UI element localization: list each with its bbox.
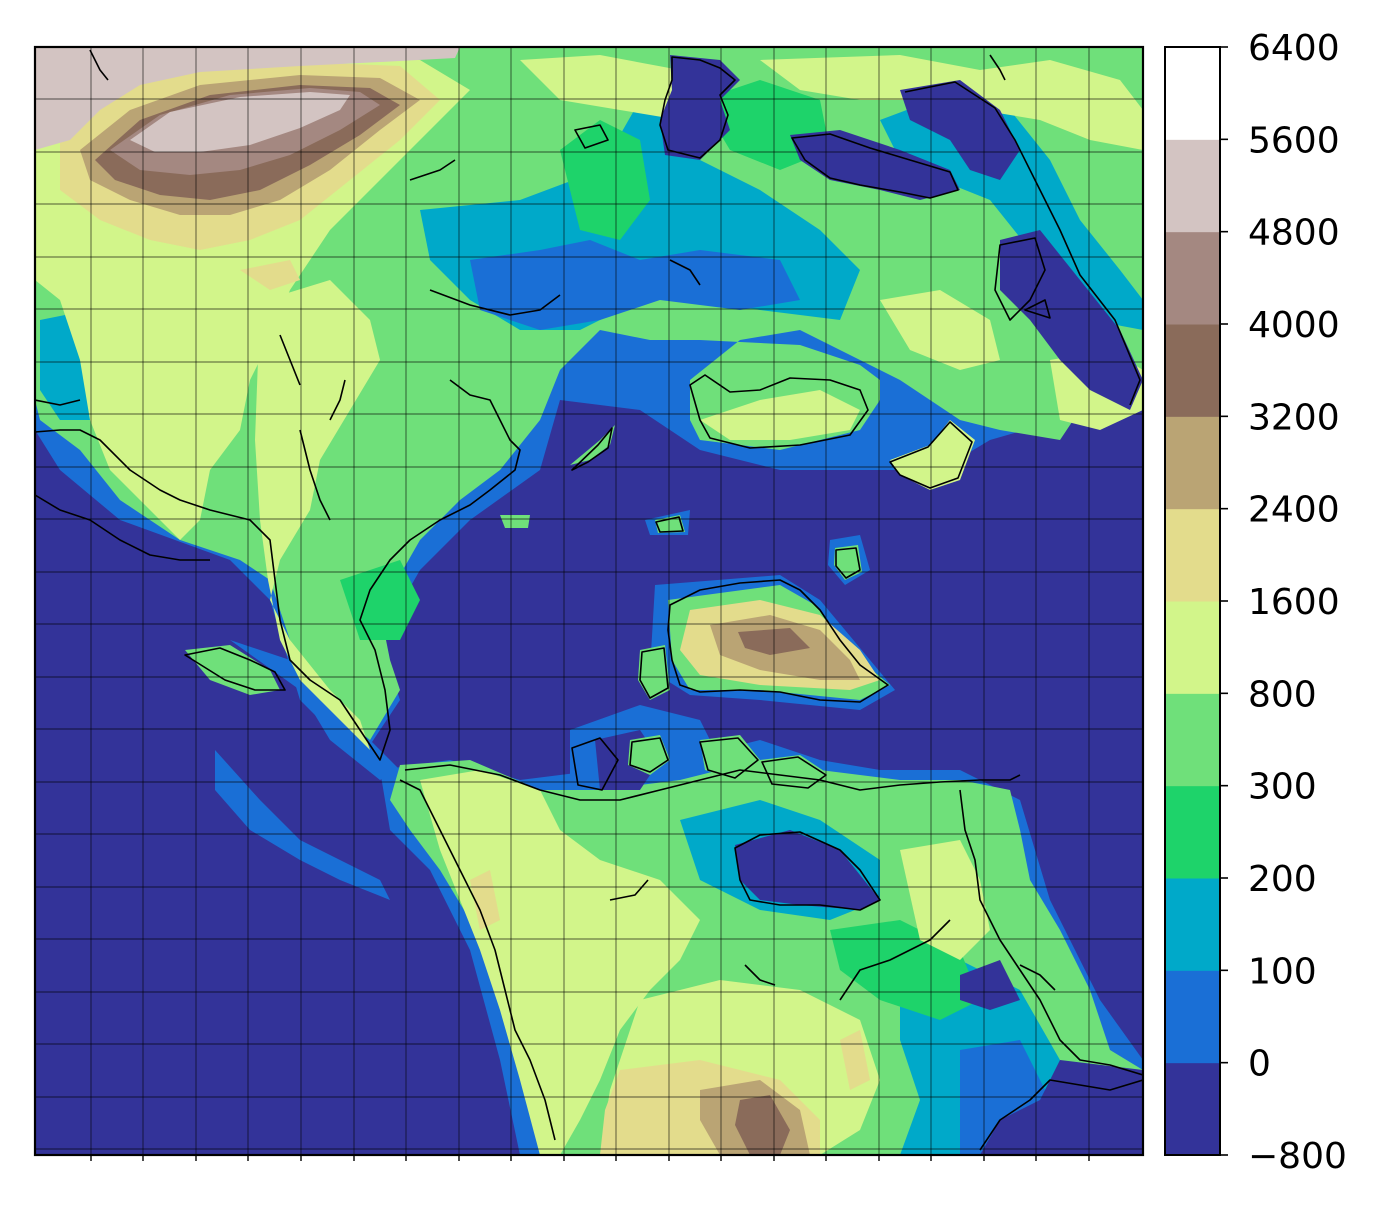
colorbar-segment <box>1165 47 1220 140</box>
colorbar-segments <box>1165 47 1220 1156</box>
colorbar-tick-label: 4800 <box>1248 213 1340 254</box>
map-panel <box>35 47 1143 1155</box>
colorbar-tick-label: 800 <box>1248 674 1317 715</box>
colorbar-ticks: −800 0 100 200 300 800 1600 2400 3200 4000 4800 560… <box>1220 28 1347 1177</box>
elevation-colorbar: −800 0 100 200 300 800 1600 2400 3200 4000 4800 560… <box>1164 28 1347 1177</box>
peak-terrain <box>35 47 460 152</box>
colorbar-tick-label: 0 <box>1248 1044 1271 1085</box>
colorbar-tick-label: 5600 <box>1248 120 1340 161</box>
colorbar-tick-label: 6400 <box>1248 28 1340 69</box>
map-frame-ticks <box>90 1155 1090 1161</box>
colorbar-segment <box>1165 416 1220 510</box>
coastlines <box>35 49 1143 1151</box>
colorbar-tick-label: 1600 <box>1248 582 1340 623</box>
colorbar-tick-label: 2400 <box>1248 490 1340 531</box>
colorbar-tick-label: −800 <box>1248 1136 1347 1177</box>
colorbar-tick-label: 300 <box>1248 767 1317 808</box>
colorbar-segment <box>1165 601 1220 694</box>
colorbar-tick-label: 100 <box>1248 951 1317 992</box>
colorbar-tick-label: 4000 <box>1248 305 1340 346</box>
colorbar-segment <box>1165 785 1220 879</box>
colorbar-segment <box>1165 1062 1220 1156</box>
colorbar-tick-label: 200 <box>1248 859 1317 900</box>
colorbar-segment <box>1165 139 1220 233</box>
colorbar-segment <box>1165 324 1220 417</box>
colorbar-segment <box>1165 693 1220 787</box>
colorbar-segment <box>1165 231 1220 325</box>
colorbar-tick-label: 3200 <box>1248 397 1340 438</box>
colorbar-segment <box>1165 508 1220 602</box>
colorbar-segment <box>1165 878 1220 971</box>
gridlines <box>35 47 1143 1155</box>
archipelago <box>500 420 975 790</box>
map-frame <box>33 45 1145 1157</box>
colorbar-segment <box>1165 970 1220 1064</box>
